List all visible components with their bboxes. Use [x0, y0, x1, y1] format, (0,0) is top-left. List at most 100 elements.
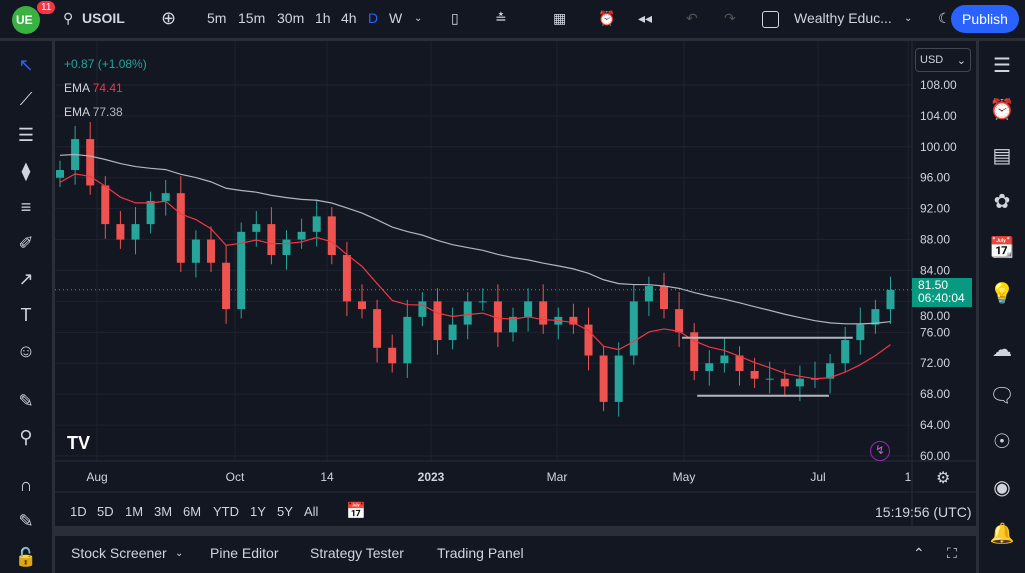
interval-30m[interactable]: 30m	[277, 10, 305, 26]
ruler-icon[interactable]: ✎	[18, 391, 34, 411]
notifications-icon[interactable]: 🔔	[989, 523, 1015, 545]
streams-icon[interactable]: ☁	[992, 339, 1012, 361]
range-all[interactable]: All	[304, 504, 319, 519]
zoom-icon[interactable]: ⚲	[19, 427, 33, 447]
pattern-icon[interactable]: ⧫	[21, 161, 31, 181]
time-tick: 14	[320, 470, 334, 484]
candle	[373, 309, 382, 348]
forecast-icon[interactable]: ≡	[20, 197, 32, 217]
hotlist-icon[interactable]: ✿	[993, 191, 1011, 213]
price-tick: 96.00	[920, 171, 950, 185]
interval-4h[interactable]: 4h	[341, 10, 357, 26]
emoji-icon[interactable]: ☺	[16, 341, 36, 361]
add-symbol-icon[interactable]: ⊕	[161, 8, 177, 28]
trend-line-icon[interactable]: ⟋	[19, 89, 33, 109]
date-range-icon[interactable]: 📅	[346, 503, 366, 520]
symbol-search[interactable]: USOIL	[82, 10, 125, 26]
replay-icon[interactable]: ◂◂	[638, 10, 653, 26]
object-tree-icon[interactable]: ▤	[992, 145, 1012, 167]
layout-icon[interactable]: ▦	[553, 10, 567, 26]
search-icon[interactable]: ⚲	[63, 10, 74, 26]
interval-dropdown-icon[interactable]: ⌄	[414, 13, 423, 24]
candle	[841, 340, 850, 364]
price-tick: 72.00	[920, 356, 950, 370]
alert-icon[interactable]: ⏰	[598, 10, 616, 26]
alerts-icon[interactable]: ⏰	[989, 99, 1015, 121]
tab-trading-panel[interactable]: Trading Panel	[437, 545, 524, 561]
candle-type-icon[interactable]: ▯	[451, 10, 459, 26]
range-3m[interactable]: 3M	[154, 504, 173, 519]
currency-select[interactable]: USD ⌄	[915, 48, 971, 72]
candle	[720, 355, 729, 364]
chart-pane[interactable]: 108.00 104.00 100.00 96.00 92.00 88.00 84.00 80…	[55, 41, 976, 526]
price-tick: 68.00	[920, 387, 950, 401]
collapse-icon[interactable]: ⌃	[913, 545, 925, 561]
interval-W[interactable]: W	[389, 10, 403, 26]
time-tick: 2023	[418, 470, 445, 484]
cursor-icon[interactable]: ↖	[18, 55, 34, 75]
lightning-icon[interactable]: ↯	[870, 441, 890, 461]
last-price-label: 81.50 06:40:04	[912, 278, 972, 307]
drawing-toolbar: ↖ ⟋ ☰ ⧫ ≡ ✐ ↗ T ☺ ✎ ⚲ ∩ ✎ 🔓	[0, 41, 52, 573]
calendar-icon[interactable]: 📆	[989, 237, 1015, 259]
chat-icon[interactable]: 🗨	[989, 385, 1015, 407]
range-1m[interactable]: 1M	[125, 504, 144, 519]
candle	[267, 224, 276, 256]
publish-button[interactable]: Publish	[951, 5, 1019, 33]
interval-D[interactable]: D	[368, 10, 379, 26]
chevron-down-icon[interactable]: ⌄	[175, 548, 184, 559]
theme-icon[interactable]: ☾	[938, 10, 951, 26]
maximize-icon[interactable]: ⛶	[947, 545, 957, 561]
layout-dropdown-icon[interactable]: ⌄	[904, 13, 913, 24]
candle	[524, 301, 533, 317]
ema-fast-value: 74.41	[92, 81, 123, 95]
lock-drawing-icon[interactable]: ✎	[18, 511, 34, 531]
candle	[418, 301, 427, 317]
range-5y[interactable]: 5Y	[277, 504, 293, 519]
notification-badge: 11	[37, 1, 56, 14]
candle	[463, 301, 472, 325]
range-1y[interactable]: 1Y	[250, 504, 266, 519]
range-6m[interactable]: 6M	[183, 504, 202, 519]
lock-icon[interactable]: 🔓	[14, 547, 38, 567]
fib-icon[interactable]: ☰	[17, 125, 35, 145]
price-chart[interactable]: 108.00 104.00 100.00 96.00 92.00 88.00 84.00 80…	[55, 41, 976, 526]
range-ytd[interactable]: YTD	[213, 504, 239, 519]
tab-stock-screener[interactable]: Stock Screener	[71, 545, 167, 561]
candle	[297, 231, 306, 240]
user-avatar[interactable]: UE	[12, 6, 40, 34]
candle	[629, 301, 638, 356]
candle	[222, 262, 231, 310]
interval-5m[interactable]: 5m	[207, 10, 227, 26]
candle	[856, 324, 865, 341]
arrow-icon[interactable]: ↗	[18, 269, 34, 289]
ideas-icon[interactable]: 💡	[989, 283, 1015, 305]
candle	[207, 239, 215, 263]
fullscreen-icon[interactable]	[762, 11, 779, 28]
price-tick: 108.00	[920, 78, 957, 92]
tab-pine-editor[interactable]: Pine Editor	[210, 545, 279, 561]
candle	[252, 224, 261, 232]
text-icon[interactable]: T	[20, 305, 32, 325]
price-tick: 80.00	[920, 309, 950, 323]
candle	[282, 239, 291, 256]
range-5d[interactable]: 5D	[97, 504, 114, 519]
price-change: +0.87 (+1.08%)	[64, 57, 147, 71]
help-icon[interactable]: ☉	[993, 431, 1011, 453]
undo-icon[interactable]: ↶	[686, 10, 698, 26]
broadcast-icon[interactable]: ◉	[993, 477, 1011, 499]
interval-1h[interactable]: 1h	[315, 10, 331, 26]
brush-icon[interactable]: ✐	[18, 233, 34, 253]
candle	[403, 316, 412, 364]
settings-icon[interactable]: ⚙	[936, 470, 951, 487]
indicators-icon[interactable]: ≛	[495, 10, 507, 26]
clock[interactable]: 15:19:56 (UTC)	[875, 504, 972, 520]
layout-name[interactable]: Wealthy Educ...	[794, 10, 892, 26]
interval-15m[interactable]: 15m	[238, 10, 266, 26]
tab-strategy-tester[interactable]: Strategy Tester	[310, 545, 404, 561]
magnet-icon[interactable]: ∩	[19, 475, 33, 495]
range-1d[interactable]: 1D	[70, 504, 87, 519]
redo-icon[interactable]: ↷	[724, 10, 736, 26]
watchlist-icon[interactable]: ☰	[993, 55, 1011, 77]
last-price: 81.50	[918, 278, 949, 292]
